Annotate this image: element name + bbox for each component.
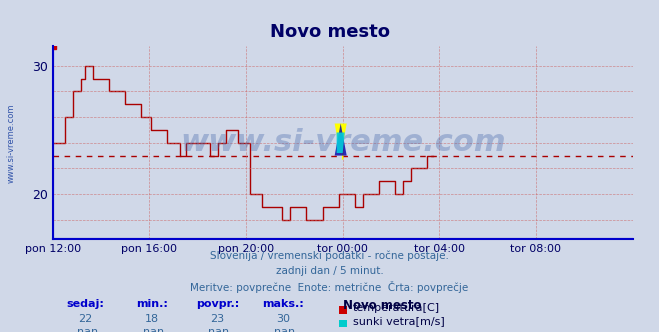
Text: Novo mesto: Novo mesto <box>343 299 421 312</box>
Text: -nan: -nan <box>139 327 164 332</box>
Text: sedaj:: sedaj: <box>67 299 105 309</box>
Text: 22: 22 <box>78 314 93 324</box>
Text: zadnji dan / 5 minut.: zadnji dan / 5 minut. <box>275 266 384 276</box>
Text: -nan: -nan <box>205 327 230 332</box>
Text: povpr.:: povpr.: <box>196 299 239 309</box>
Text: 30: 30 <box>276 314 291 324</box>
Text: temperatura[C]: temperatura[C] <box>353 303 440 313</box>
Text: 23: 23 <box>210 314 225 324</box>
Text: maks.:: maks.: <box>262 299 304 309</box>
Polygon shape <box>335 124 347 156</box>
Text: min.:: min.: <box>136 299 167 309</box>
Text: Meritve: povprečne  Enote: metrične  Črta: povprečje: Meritve: povprečne Enote: metrične Črta:… <box>190 281 469 292</box>
Text: www.si-vreme.com: www.si-vreme.com <box>180 128 505 157</box>
Text: sunki vetra[m/s]: sunki vetra[m/s] <box>353 316 444 326</box>
Text: Novo mesto: Novo mesto <box>270 23 389 41</box>
Text: -nan: -nan <box>73 327 98 332</box>
Polygon shape <box>335 124 347 156</box>
Text: -nan: -nan <box>271 327 296 332</box>
Text: 18: 18 <box>144 314 159 324</box>
Text: Slovenija / vremenski podatki - ročne postaje.: Slovenija / vremenski podatki - ročne po… <box>210 251 449 261</box>
Text: www.si-vreme.com: www.si-vreme.com <box>7 103 16 183</box>
Polygon shape <box>337 132 345 153</box>
